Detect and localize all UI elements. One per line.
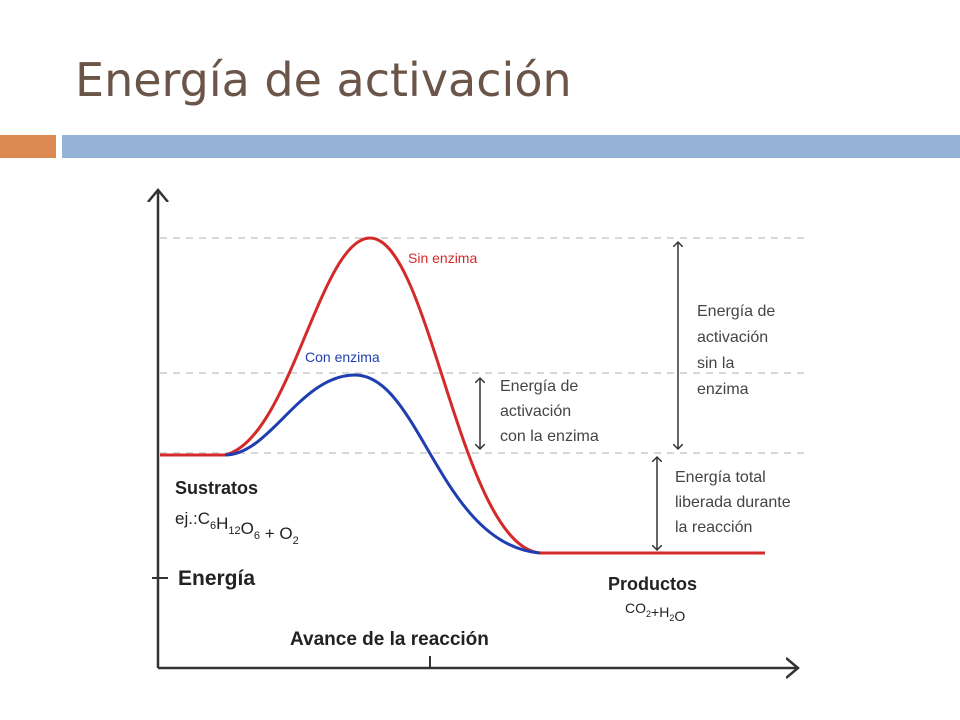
- x-axis-label: Avance de la reacción: [290, 629, 489, 650]
- annotation-line: con la enzima: [500, 428, 599, 445]
- annotation-line: la reacción: [675, 519, 752, 536]
- products-formula: CO2+H2O: [625, 600, 685, 624]
- slide-title: Energía de activación: [75, 53, 572, 107]
- curve-label: Sin enzima: [408, 250, 477, 266]
- formula-part: +H: [651, 604, 669, 620]
- annotation-line: enzima: [697, 381, 749, 398]
- formula-subscript: 6: [210, 520, 216, 532]
- products-label: Productos: [608, 574, 697, 594]
- annotation-line: Energía de: [697, 303, 775, 320]
- substrates-formula: ej.:C6H12O6 + O2: [175, 509, 299, 547]
- annotation-line: sin la: [697, 355, 734, 372]
- formula-part: O: [241, 519, 254, 538]
- annotation-line: Energía de: [500, 378, 578, 395]
- formula-part: C: [198, 509, 210, 528]
- formula-subscript: 12: [228, 525, 240, 537]
- title-bar: [62, 135, 960, 158]
- annotation-line: activación: [500, 403, 571, 420]
- formula-part: O: [674, 608, 685, 624]
- accent-bar: [0, 135, 56, 158]
- curve-label: Con enzima: [305, 349, 380, 365]
- curve-without-enzyme: [160, 236, 765, 555]
- formula-subscript: 2: [669, 613, 674, 623]
- formula-subscript: 2: [646, 609, 651, 619]
- formula-subscript: 2: [293, 535, 299, 547]
- annotation-line: liberada durante: [675, 494, 791, 511]
- annotation-line: activación: [697, 329, 768, 346]
- y-axis-label: Energía: [178, 567, 255, 590]
- curve-with-enzyme: [224, 373, 541, 555]
- formula-part: + O: [260, 524, 293, 543]
- guide-lines: [160, 237, 805, 454]
- annotations: Energía de activación con la enzima Energía…: [500, 303, 791, 536]
- formula-part: H: [216, 514, 228, 533]
- prefix: ej.:: [175, 509, 198, 528]
- formula-part: CO: [625, 600, 646, 616]
- formula-subscript: 6: [254, 530, 260, 542]
- annotation-line: Energía total: [675, 469, 766, 486]
- substrates-label: Sustratos: [175, 478, 258, 498]
